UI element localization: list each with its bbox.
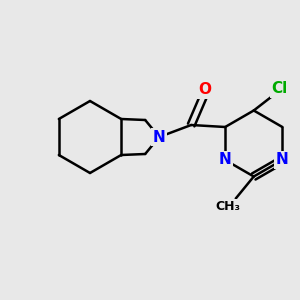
Text: N: N [276, 152, 289, 167]
Text: N: N [219, 152, 232, 167]
Text: CH₃: CH₃ [215, 200, 240, 213]
Text: N: N [153, 130, 166, 145]
Text: Cl: Cl [272, 81, 288, 96]
Text: O: O [199, 82, 212, 98]
